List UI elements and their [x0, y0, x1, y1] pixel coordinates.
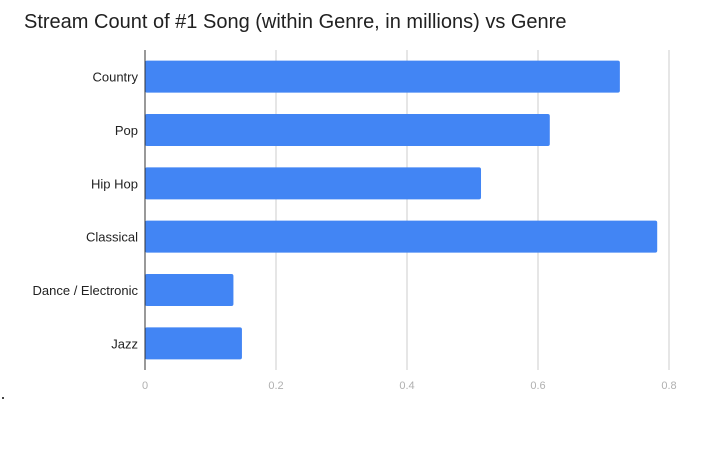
category-label-classical: Classical [86, 230, 138, 245]
bars [145, 60, 658, 360]
x-tick-labels: 0 0.2 0.4 0.6 0.8 [142, 380, 677, 392]
category-label-country: Country [92, 70, 138, 85]
grid-lines [275, 50, 670, 370]
x-tick-label-1: 0.2 [268, 380, 283, 392]
stray-mark [2, 397, 4, 399]
x-tick-label-2: 0.4 [399, 380, 414, 392]
bar-pop [145, 114, 550, 146]
chart-title: Stream Count of #1 Song (within Genre, i… [24, 11, 567, 33]
x-tick-label-0: 0 [142, 380, 148, 392]
category-label-jazz: Jazz [111, 336, 138, 351]
bar-hip-hop [145, 167, 482, 200]
x-tick-label-3: 0.6 [530, 380, 545, 392]
bar-jazz [145, 327, 242, 360]
bar-dance-electronic [145, 274, 234, 306]
x-tick-label-4: 0.8 [661, 380, 676, 392]
category-label-hip-hop: Hip Hop [91, 176, 138, 191]
category-label-dance-electronic: Dance / Electronic [33, 283, 139, 298]
bar-country [145, 60, 620, 93]
category-labels: Country Pop Hip Hop Classical Dance / Electr… [33, 70, 139, 352]
bar-classical [145, 220, 658, 253]
category-label-pop: Pop [115, 123, 138, 138]
